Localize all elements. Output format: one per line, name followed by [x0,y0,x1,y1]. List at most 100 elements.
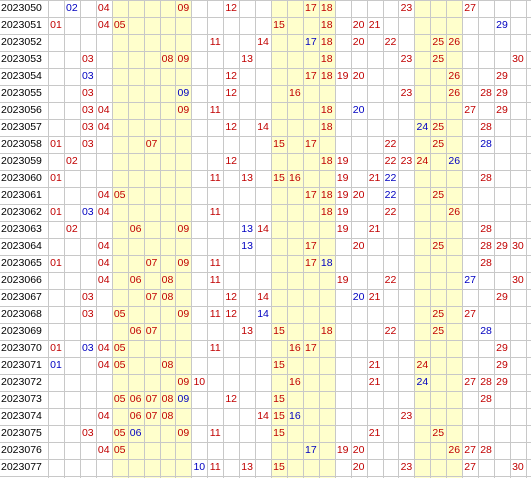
red-number: 23 [400,155,413,167]
grid-hline [0,153,531,154]
red-number: 08 [161,274,174,286]
red-number: 25 [432,308,445,320]
red-number: 18 [320,2,333,14]
red-number: 16 [289,376,301,388]
blue-number: 14 [257,308,269,320]
red-number: 19 [336,223,349,235]
red-number: 20 [352,444,365,456]
red-number: 12 [225,155,238,167]
red-number: 04 [97,206,110,218]
red-number: 03 [81,427,94,439]
red-number: 29 [496,104,508,116]
red-number: 14 [257,36,269,48]
period-label: 2023050 [1,2,42,14]
grid-hline [0,425,531,426]
period-label: 2023075 [1,427,42,439]
red-number: 20 [352,70,365,82]
period-label: 2023068 [1,308,42,320]
red-number: 22 [384,206,397,218]
red-number: 27 [464,308,476,320]
period-label: 2023058 [1,138,42,150]
red-number: 04 [97,240,110,252]
red-number: 29 [496,342,508,354]
grid-hline [0,51,531,52]
red-number: 26 [448,444,461,456]
red-number: 30 [512,274,524,286]
red-number: 03 [81,138,94,150]
grid-hline [0,408,531,409]
period-label: 2023052 [1,36,42,48]
red-number: 30 [512,461,524,473]
red-number: 04 [97,19,110,31]
period-label: 2023073 [1,393,42,405]
grid-vline [111,0,113,478]
red-number: 26 [448,206,461,218]
grid-vline [430,0,432,478]
red-number: 07 [145,257,158,269]
grid-vline [478,0,480,478]
red-number: 06 [129,274,142,286]
red-number: 29 [496,70,508,82]
period-label: 2023060 [1,172,42,184]
red-number: 16 [289,342,301,354]
red-number: 17 [304,70,317,82]
red-number: 27 [464,376,476,388]
grid-vline [462,0,464,478]
red-number: 29 [496,291,508,303]
grid-hline [0,357,531,358]
red-number: 03 [81,291,94,303]
period-label: 2023051 [1,19,42,31]
red-number: 17 [304,240,317,252]
red-number: 21 [368,291,381,303]
red-number: 21 [368,172,381,184]
grid-hline [0,221,531,222]
red-number: 25 [432,427,445,439]
red-number: 04 [97,274,110,286]
red-number: 13 [241,172,253,184]
red-number: 18 [320,155,333,167]
period-label: 2023057 [1,121,42,133]
red-number: 27 [464,444,476,456]
red-number: 19 [336,155,349,167]
blue-number: 20 [352,104,365,116]
red-number: 28 [480,240,492,252]
red-number: 15 [273,427,285,439]
red-number: 18 [320,325,333,337]
blue-number: 18 [320,257,333,269]
red-number: 18 [320,189,333,201]
red-number: 04 [97,104,110,116]
grid-hline [0,85,531,86]
red-number: 29 [496,87,508,99]
period-label: 2023072 [1,376,42,388]
grid-hline [0,204,531,205]
red-number: 18 [320,53,333,65]
grid-vline [239,0,241,478]
grid-vline [271,0,273,478]
red-number: 04 [97,410,110,422]
grid-hline [0,238,531,239]
red-number: 11 [209,461,221,473]
red-number: 19 [336,70,349,82]
period-label: 2023059 [1,155,42,167]
red-number: 11 [209,104,221,116]
red-number: 09 [177,257,190,269]
period-label: 2023071 [1,359,42,371]
grid-vline [159,0,161,478]
red-number: 28 [480,257,492,269]
red-number: 15 [273,172,285,184]
grid-hline [0,17,531,18]
period-label: 2023077 [1,461,42,473]
blue-number: 06 [129,427,142,439]
red-number: 01 [50,342,62,354]
red-number: 14 [257,223,269,235]
blue-number: 13 [241,240,253,252]
red-number: 21 [368,376,381,388]
red-number: 17 [304,342,317,354]
red-number: 20 [352,461,365,473]
period-label: 2023076 [1,444,42,456]
red-number: 11 [209,206,221,218]
grid-hline [0,459,531,460]
red-number: 24 [416,359,429,371]
blue-number: 10 [193,461,206,473]
red-number: 07 [145,393,158,405]
